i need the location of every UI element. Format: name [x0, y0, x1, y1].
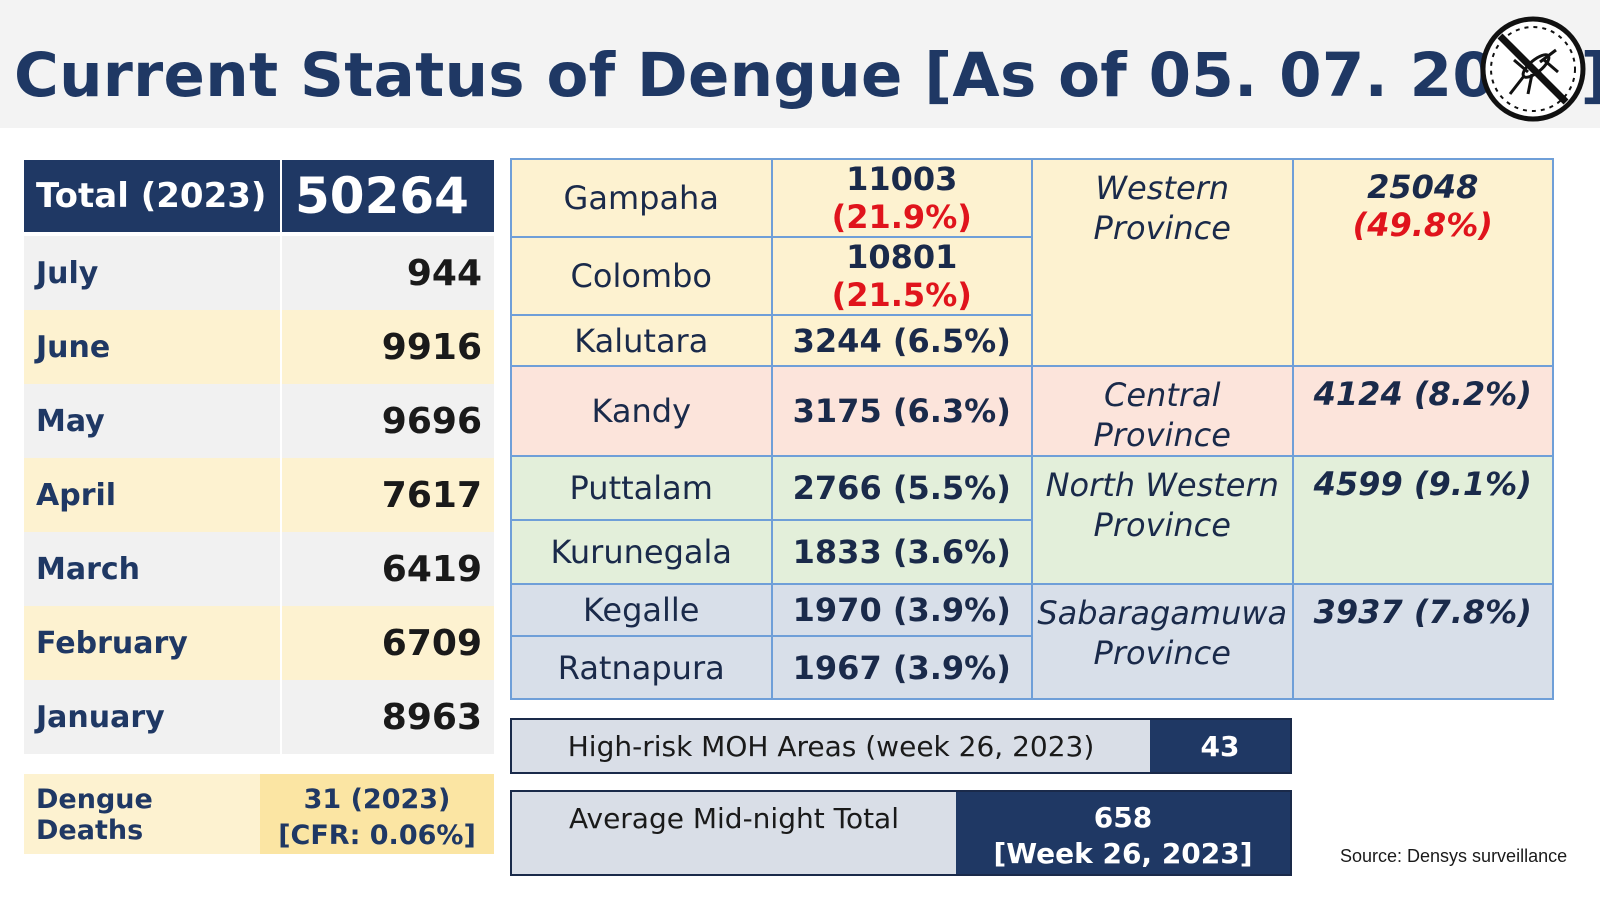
source-note: Source: Densys surveillance	[1340, 846, 1568, 866]
month-row: March 6419	[24, 532, 494, 606]
moh-value: 43	[1150, 720, 1290, 772]
midnight-count: 658	[1093, 801, 1153, 834]
month-label: January	[24, 680, 280, 754]
month-label: July	[24, 236, 280, 310]
district-name: Colombo	[510, 236, 773, 316]
month-cases: 6709	[282, 606, 494, 680]
no-mosquito-icon	[1480, 16, 1586, 122]
district-count: 1967 (3.9%)	[770, 635, 1033, 700]
table-row: Colombo 10801 (21.5%)	[510, 236, 1553, 316]
midnight-total-box: Average Mid-night Total 658 [Week 26, 20…	[510, 790, 1292, 876]
midnight-value: 658 [Week 26, 2023]	[956, 792, 1290, 874]
deaths-label: Dengue Deaths	[24, 774, 260, 854]
table-row: Kalutara 3244 (6.5%)	[510, 314, 1553, 367]
deaths-count: 31 (2023)	[303, 784, 451, 815]
moh-label: High-risk MOH Areas (week 26, 2023)	[512, 720, 1150, 772]
month-cases: 944	[282, 236, 494, 310]
district-name: Kalutara	[510, 314, 773, 367]
district-name: Kegalle	[510, 583, 773, 637]
province-name: Western Province	[1031, 158, 1294, 367]
district-count: 10801 (21.5%)	[770, 236, 1033, 316]
table-row: Puttalam 2766 (5.5%) North Western Provin…	[510, 455, 1554, 585]
province-total: 25048 (49.8%)	[1291, 158, 1554, 367]
month-label: May	[24, 384, 280, 458]
month-label: June	[24, 310, 280, 384]
table-row: Kegalle 1970 (3.9%) Sabaragamuwa Province…	[510, 583, 1554, 700]
month-label: April	[24, 458, 280, 532]
district-count: 2766 (5.5%)	[770, 455, 1033, 521]
table-row: Gampaha 11003 (21.9%) Western Province 25…	[510, 158, 1554, 367]
table-row: Kandy 3175 (6.3%) Central Province 4124 (…	[510, 365, 1554, 457]
month-cases: 8963	[282, 680, 494, 754]
month-row: July 944	[24, 236, 494, 310]
month-cases: 6419	[282, 532, 494, 606]
month-cases: 9916	[282, 310, 494, 384]
month-row: April 7617	[24, 458, 494, 532]
month-cases: 7617	[282, 458, 494, 532]
province-total: 4599 (9.1%)	[1291, 455, 1554, 585]
month-row: May 9696	[24, 384, 494, 458]
total-label: Total (2023)	[24, 160, 280, 232]
district-table: Gampaha 11003 (21.9%) Western Province 25…	[510, 158, 1554, 700]
district-name: Ratnapura	[510, 635, 773, 700]
district-count: 11003 (21.9%)	[770, 158, 1033, 238]
midnight-week: [Week 26, 2023]	[993, 837, 1253, 870]
monthly-cases-table: Total (2023) 50264 July 944 June 9916 Ma…	[24, 160, 494, 754]
header-band	[0, 0, 1600, 128]
district-count: 1970 (3.9%)	[770, 583, 1033, 637]
province-name: North Western Province	[1031, 455, 1294, 585]
midnight-label: Average Mid-night Total	[512, 792, 956, 874]
province-total: 3937 (7.8%)	[1291, 583, 1554, 700]
district-count: 3244 (6.5%)	[770, 314, 1033, 367]
month-label: February	[24, 606, 280, 680]
district-count: 1833 (3.6%)	[770, 519, 1033, 585]
table-row: Kurunegala 1833 (3.6%)	[510, 519, 1553, 585]
deaths-value: 31 (2023) [CFR: 0.06%]	[260, 774, 494, 854]
province-name: Sabaragamuwa Province	[1031, 583, 1294, 700]
high-risk-moh-box: High-risk MOH Areas (week 26, 2023) 43	[510, 718, 1292, 774]
province-name: Central Province	[1031, 365, 1294, 457]
dengue-deaths-box: Dengue Deaths 31 (2023) [CFR: 0.06%]	[24, 774, 494, 854]
deaths-cfr: [CFR: 0.06%]	[278, 820, 476, 851]
month-row: February 6709	[24, 606, 494, 680]
page-title: Current Status of Dengue [As of 05. 07. …	[14, 40, 1600, 111]
district-count: 3175 (6.3%)	[770, 365, 1033, 457]
district-name: Kurunegala	[510, 519, 773, 585]
month-row: January 8963	[24, 680, 494, 754]
month-label: March	[24, 532, 280, 606]
total-row: Total (2023) 50264	[24, 160, 494, 232]
month-row: June 9916	[24, 310, 494, 384]
province-total: 4124 (8.2%)	[1291, 365, 1554, 457]
total-value: 50264	[282, 160, 494, 232]
month-cases: 9696	[282, 384, 494, 458]
district-name: Kandy	[510, 365, 773, 457]
district-name: Puttalam	[510, 455, 773, 521]
table-row: Ratnapura 1967 (3.9%)	[510, 635, 1553, 700]
district-name: Gampaha	[510, 158, 773, 238]
